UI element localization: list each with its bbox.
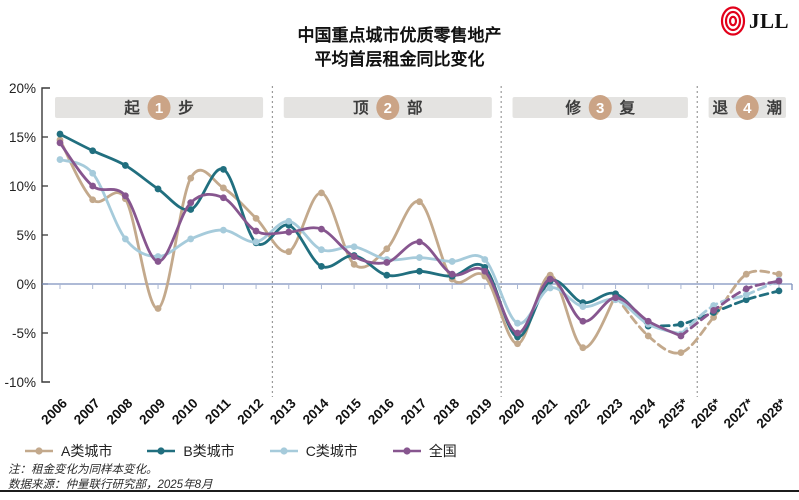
svg-text:2006: 2006 <box>38 395 70 427</box>
svg-text:2024: 2024 <box>627 395 659 427</box>
svg-text:0%: 0% <box>16 277 36 292</box>
svg-text:2016: 2016 <box>365 395 397 427</box>
svg-text:复: 复 <box>618 98 635 117</box>
svg-text:10%: 10% <box>9 179 36 194</box>
svg-text:2023: 2023 <box>594 395 626 427</box>
legend-item-national: 全国 <box>392 441 457 461</box>
svg-text:修: 修 <box>564 98 581 117</box>
svg-text:起: 起 <box>123 98 140 117</box>
legend-item-c-cities: C类城市 <box>269 441 358 461</box>
footnotes: 注：租金变化为同样本变化。 数据来源：仲量联行研究部，2025年8月 <box>8 463 212 493</box>
legend-item-b-cities: B类城市 <box>146 441 235 461</box>
svg-text:2008: 2008 <box>104 395 136 427</box>
svg-text:2022: 2022 <box>561 396 593 428</box>
series-B类城市 <box>56 130 783 341</box>
svg-text:步: 步 <box>178 98 194 117</box>
series-C类城市 <box>56 156 783 338</box>
legend-label: C类城市 <box>305 443 358 459</box>
svg-text:2007: 2007 <box>71 396 103 428</box>
svg-text:顶: 顶 <box>353 99 369 117</box>
svg-text:潮: 潮 <box>767 98 783 117</box>
series-全国 <box>56 139 783 340</box>
svg-text:5%: 5% <box>16 228 36 243</box>
svg-text:2018: 2018 <box>430 395 462 427</box>
svg-text:2013: 2013 <box>267 395 299 427</box>
svg-text:2020: 2020 <box>496 396 528 428</box>
legend-label: B类城市 <box>183 443 235 459</box>
svg-text:2027*: 2027* <box>721 395 757 431</box>
svg-text:2014: 2014 <box>300 395 332 427</box>
legend-label: A类城市 <box>61 443 113 459</box>
svg-text:-5%: -5% <box>12 326 36 341</box>
legend-label: 全国 <box>428 443 457 459</box>
svg-text:2011: 2011 <box>202 395 234 427</box>
svg-text:15%: 15% <box>9 130 36 145</box>
svg-text:退: 退 <box>713 99 729 117</box>
svg-text:2015: 2015 <box>332 395 364 427</box>
svg-text:2025*: 2025* <box>655 395 691 431</box>
svg-text:20%: 20% <box>9 81 36 96</box>
svg-text:2019: 2019 <box>463 396 495 428</box>
svg-text:3: 3 <box>596 100 604 117</box>
legend-line-dot-icon <box>269 447 298 455</box>
legend-line-dot-icon <box>25 447 53 455</box>
legend-item-a-cities: A类城市 <box>24 441 112 461</box>
svg-text:2028*: 2028* <box>754 395 790 431</box>
footnote-sample: 注：租金变化为同样本变化。 <box>8 464 158 476</box>
svg-text:-10%: -10% <box>4 375 36 390</box>
bottom-divider <box>0 490 799 492</box>
svg-text:2009: 2009 <box>136 396 168 428</box>
jll-logo-text: JLL <box>748 8 789 33</box>
svg-text:1: 1 <box>155 100 163 117</box>
svg-text:部: 部 <box>407 98 423 117</box>
footnote-source: 数据来源：仲量联行研究部，2025年8月 <box>8 479 213 491</box>
chart-title: 中国重点城市优质零售地产 平均首层租金同比变化 <box>0 24 799 72</box>
svg-text:2: 2 <box>384 100 392 117</box>
chart-legend: A类城市 B类城市 C类城市 全国 <box>24 441 457 461</box>
svg-text:2026*: 2026* <box>688 395 724 431</box>
svg-text:2017: 2017 <box>398 396 430 428</box>
chart-title-line1: 中国重点城市优质零售地产 <box>297 26 502 45</box>
legend-line-dot-icon <box>392 447 421 455</box>
jll-rings-icon <box>720 6 746 36</box>
legend-line-dot-icon <box>147 447 176 455</box>
svg-text:2012: 2012 <box>234 396 266 428</box>
svg-text:2021: 2021 <box>528 395 560 427</box>
svg-text:2010: 2010 <box>169 396 201 428</box>
svg-text:4: 4 <box>743 100 752 117</box>
series-A类城市 <box>56 136 783 356</box>
jll-logo: JLL <box>720 6 789 36</box>
chart-title-line2: 平均首层租金同比变化 <box>314 50 485 69</box>
